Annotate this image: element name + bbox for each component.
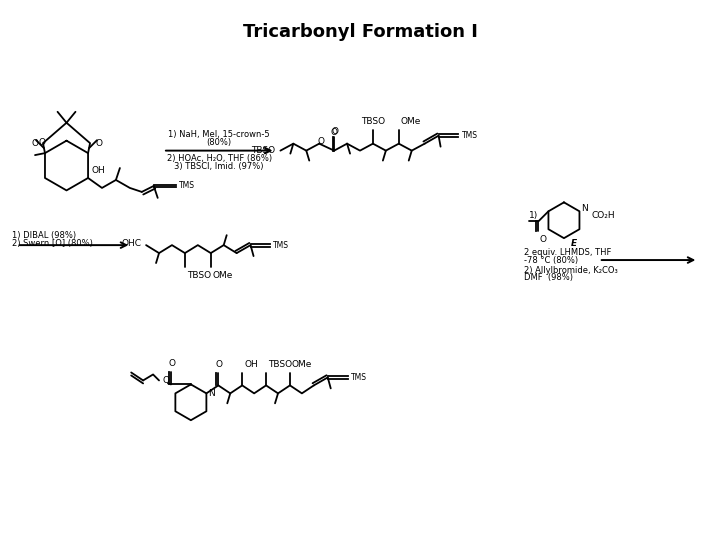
Text: N: N [208, 389, 215, 398]
Text: 2) Allylbromide, K₂CO₃: 2) Allylbromide, K₂CO₃ [524, 266, 618, 274]
Text: Tricarbonyl Formation I: Tricarbonyl Formation I [243, 23, 477, 41]
Text: OMe: OMe [213, 271, 233, 280]
Text: -78 °C (80%): -78 °C (80%) [524, 255, 578, 265]
Text: (80%): (80%) [207, 138, 232, 147]
Text: DMF  (98%): DMF (98%) [524, 273, 573, 282]
Text: TBSO: TBSO [268, 361, 292, 369]
Text: TMS: TMS [274, 241, 289, 249]
Text: O: O [31, 139, 38, 147]
Text: O: O [539, 235, 546, 244]
Text: O: O [216, 361, 222, 369]
Text: 2 equiv. LHMDS, THF: 2 equiv. LHMDS, THF [524, 248, 611, 256]
Text: TMS: TMS [462, 131, 477, 140]
Text: O: O [318, 137, 325, 146]
Text: O: O [332, 127, 338, 136]
Text: TMS: TMS [351, 373, 366, 382]
Text: O: O [95, 139, 102, 147]
Text: N: N [582, 204, 588, 213]
Text: 1) DIBAL (98%): 1) DIBAL (98%) [12, 231, 76, 240]
Text: 3) TBSCl, Imid. (97%): 3) TBSCl, Imid. (97%) [174, 162, 264, 171]
Text: TBSO: TBSO [251, 146, 276, 155]
Text: E: E [571, 239, 577, 248]
Text: CO₂H: CO₂H [591, 211, 615, 220]
Text: OMe: OMe [292, 361, 312, 369]
Text: 1) NaH, MeI, 15-crown-5: 1) NaH, MeI, 15-crown-5 [168, 130, 270, 139]
Text: O: O [330, 128, 338, 137]
Text: 1): 1) [529, 211, 539, 220]
Text: O: O [168, 360, 176, 368]
Text: O: O [162, 376, 169, 385]
Text: 2) Swern [O] (80%): 2) Swern [O] (80%) [12, 239, 93, 248]
Text: 2) HOAc, H₂O, THF (86%): 2) HOAc, H₂O, THF (86%) [166, 154, 271, 163]
Text: OH: OH [91, 166, 105, 174]
Text: OH: OH [244, 361, 258, 369]
Text: O: O [39, 138, 45, 146]
Text: TBSO: TBSO [187, 271, 211, 280]
Text: OHC: OHC [121, 239, 141, 248]
Text: TBSO: TBSO [361, 117, 385, 126]
Text: OMe: OMe [401, 117, 421, 126]
Text: TMS: TMS [179, 181, 194, 191]
